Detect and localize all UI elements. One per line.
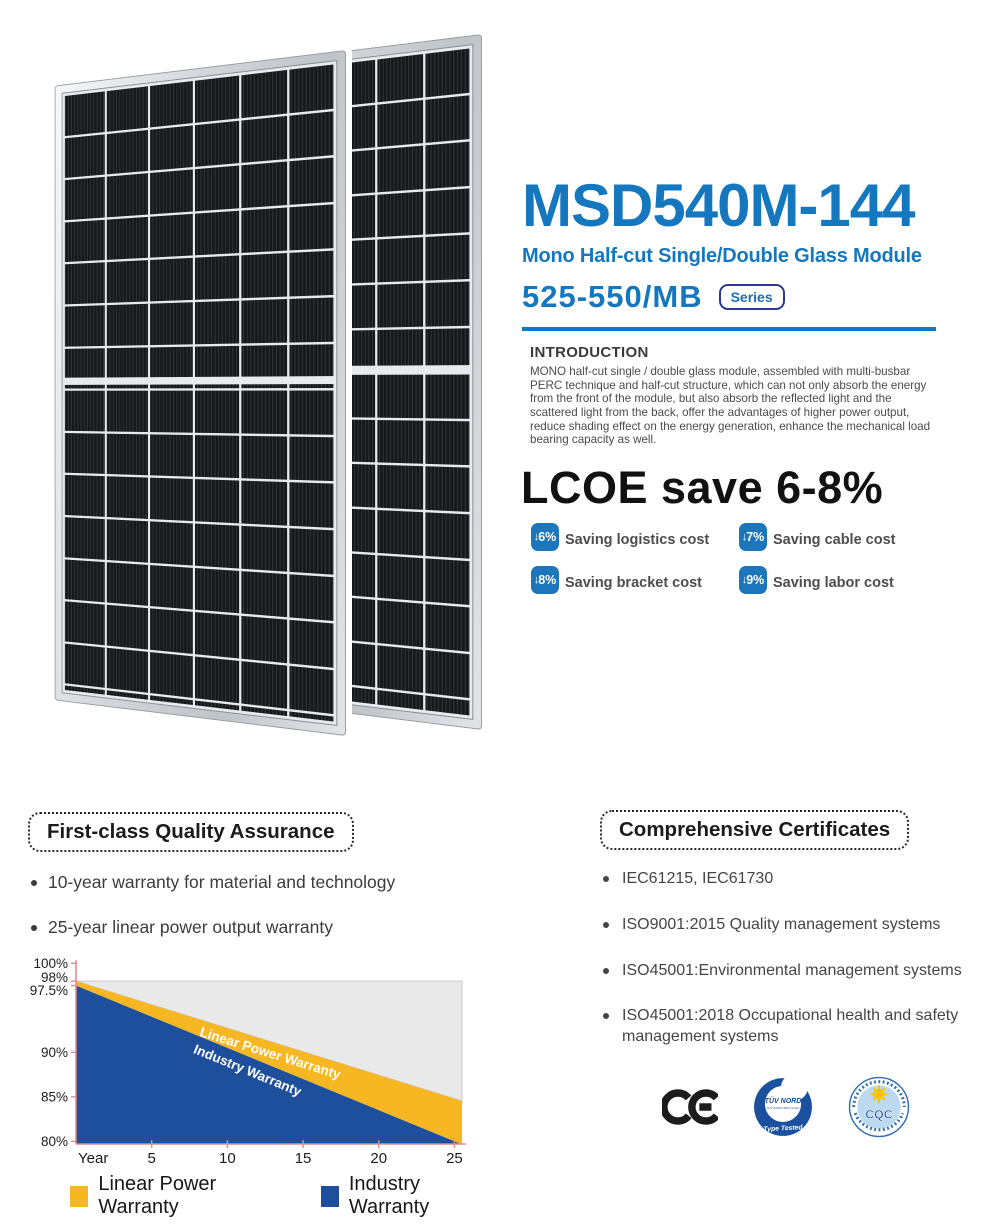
panel-cell-area [62, 60, 338, 726]
legend-label: Linear Power Warranty [98, 1173, 276, 1219]
quality-section-heading: First-class Quality Assurance [28, 812, 354, 852]
blue-divider-rule [522, 327, 936, 331]
certificate-text: ISO45001:2018 Occupational health and sa… [622, 1007, 958, 1045]
legend-item-linear: Linear Power Warranty [70, 1173, 277, 1219]
svg-text:TÜV NORD: TÜV NORD [765, 1096, 802, 1105]
saving-label: Saving bracket cost [565, 575, 702, 594]
svg-text:80%: 80% [41, 1134, 68, 1149]
introduction-body: MONO half-cut single / double glass modu… [530, 365, 932, 447]
saving-badge: ↓ 9% [739, 566, 767, 594]
series-badge: Series [719, 284, 785, 310]
certificate-text: IEC61215, IEC61730 [622, 870, 773, 887]
certificate-text: ISO45001:Environmental management system… [622, 962, 962, 979]
cqc-logo: CQC [848, 1076, 910, 1138]
legend-swatch-industry [321, 1186, 339, 1207]
product-model: MSD540M-144 [522, 176, 942, 236]
svg-text:97.5%: 97.5% [30, 983, 68, 998]
certificates-section-heading: Comprehensive Certificates [600, 810, 909, 850]
legend-swatch-linear-power [70, 1186, 88, 1207]
saving-badge: ↓ 8% [531, 566, 559, 594]
saving-item-labor: ↓ 9% Saving labor cost [739, 566, 896, 594]
ce-mark-logo [662, 1085, 718, 1129]
saving-pct: 9% [746, 573, 764, 587]
quality-bullet: 10-year warranty for material and techno… [31, 872, 395, 893]
certificates-list: IEC61215, IEC61730 ISO9001:2015 Quality … [601, 869, 967, 1073]
introduction-section: INTRODUCTION MONO half-cut single / doub… [530, 344, 932, 447]
warranty-chart-block: 100% 98% 97.5% 90% 85% 80% 5 10 15 20 25 Year Linear… [26, 948, 486, 1219]
datasheet-page: MSD540M-144 Mono Half-cut Single/Double … [0, 0, 999, 1228]
saving-pct: 8% [538, 573, 556, 587]
product-range: 525-550/MB [522, 279, 703, 315]
svg-text:25: 25 [446, 1150, 463, 1167]
legend-label: Industry Warranty [349, 1173, 486, 1219]
saving-label: Saving logistics cost [565, 532, 709, 551]
legend-item-industry: Industry Warranty [321, 1173, 486, 1219]
saving-label: Saving cable cost [773, 532, 896, 551]
svg-text:20: 20 [370, 1150, 387, 1167]
quality-bullet: 25-year linear power output warranty [31, 917, 395, 938]
svg-text:85%: 85% [41, 1089, 68, 1104]
chart-legend: Linear Power Warranty Industry Warranty [70, 1173, 486, 1219]
certificate-text: ISO9001:2015 Quality management systems [622, 916, 940, 933]
saving-label: Saving labor cost [773, 575, 894, 594]
quality-bullet-text: 10-year warranty for material and techno… [48, 872, 395, 892]
quality-bullet-text: 25-year linear power output warranty [48, 917, 333, 937]
introduction-heading: INTRODUCTION [530, 344, 932, 361]
product-subtitle: Mono Half-cut Single/Double Glass Module [522, 245, 942, 268]
warranty-chart: 100%98%97.5%90%85%80%5 10 15 20 25YearLinear… [26, 948, 478, 1168]
product-header: MSD540M-144 Mono Half-cut Single/Double … [522, 176, 942, 331]
panel-cell-grid [65, 64, 334, 721]
certificate-item: ISO45001:2018 Occupational health and sa… [601, 1006, 967, 1048]
lcoe-savings-grid: ↓ 6% Saving logistics cost ↓ 7% Saving cab… [531, 523, 896, 594]
saving-badge: ↓ 7% [739, 523, 767, 551]
saving-item-bracket: ↓ 8% Saving bracket cost [531, 566, 739, 594]
product-range-row: 525-550/MB Series [522, 279, 942, 315]
saving-pct: 6% [538, 530, 556, 544]
solar-panel-front [55, 50, 346, 736]
svg-text:TÜV NORD CERT GmbH: TÜV NORD CERT GmbH [767, 1106, 800, 1110]
saving-pct: 7% [746, 530, 764, 544]
svg-text:10: 10 [219, 1150, 236, 1167]
svg-text:100%: 100% [33, 956, 68, 971]
svg-text:CQC: CQC [865, 1107, 893, 1121]
saving-item-logistics: ↓ 6% Saving logistics cost [531, 523, 739, 551]
saving-item-cable: ↓ 7% Saving cable cost [739, 523, 896, 551]
panel-frame [55, 50, 346, 736]
svg-text:Year: Year [78, 1150, 108, 1167]
tuv-nord-logo: TÜV NORD TÜV NORD CERT GmbH Type Tested [752, 1076, 814, 1138]
certificate-item: ISO45001:Environmental management system… [601, 961, 967, 982]
certificate-item: IEC61215, IEC61730 [601, 869, 967, 890]
svg-text:15: 15 [295, 1150, 312, 1167]
saving-badge: ↓ 6% [531, 523, 559, 551]
certification-logos: TÜV NORD TÜV NORD CERT GmbH Type Tested … [662, 1076, 910, 1138]
lcoe-heading: LCOE save 6-8% [521, 462, 883, 514]
svg-text:5: 5 [148, 1150, 156, 1167]
certificate-item: ISO9001:2015 Quality management systems [601, 915, 967, 936]
svg-text:90%: 90% [41, 1045, 68, 1060]
